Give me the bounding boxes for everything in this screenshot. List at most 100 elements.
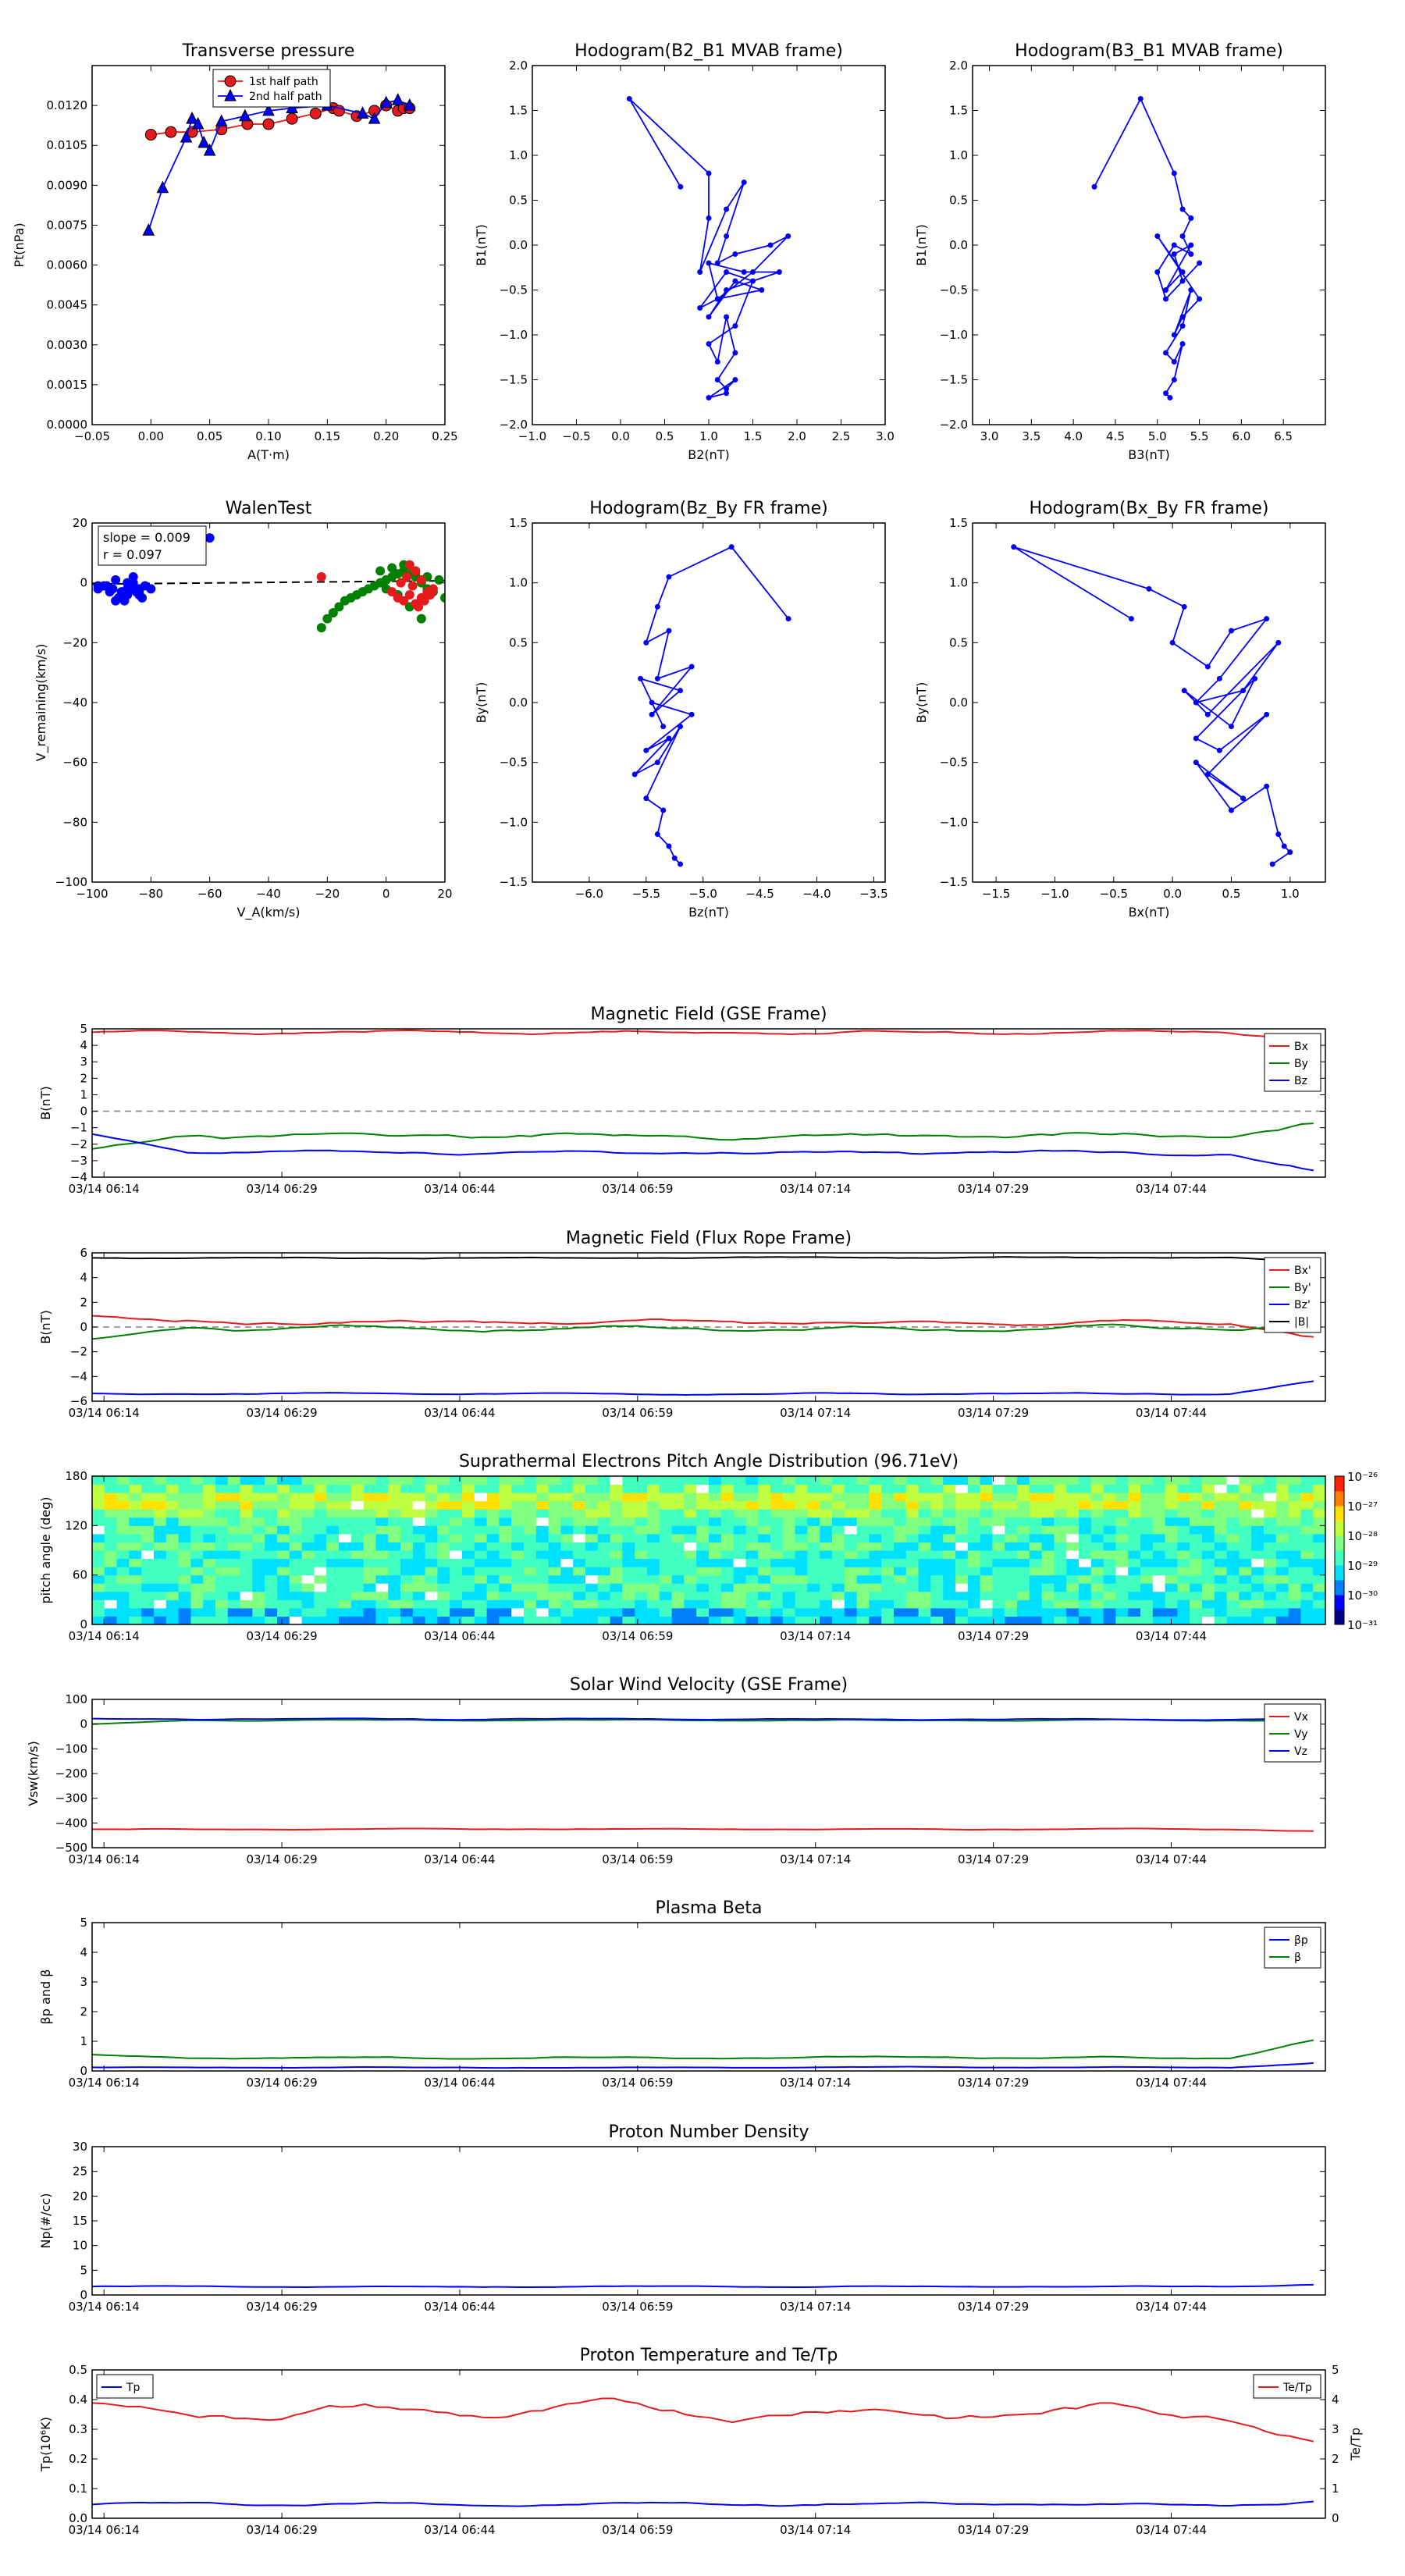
heatmap-cell xyxy=(326,1476,340,1485)
heatmap-cell xyxy=(1275,1616,1289,1624)
heatmap-cell xyxy=(92,1591,105,1600)
heatmap-cell xyxy=(1300,1558,1314,1567)
heatmap-cell xyxy=(758,1533,771,1542)
heatmap-cell xyxy=(499,1484,512,1493)
heatmap-cell xyxy=(339,1607,352,1617)
heatmap-cell xyxy=(425,1476,438,1485)
heatmap-cell xyxy=(1103,1533,1116,1542)
heatmap-cell xyxy=(104,1574,118,1584)
heatmap-cell xyxy=(165,1607,180,1617)
heatmap-cell xyxy=(1275,1542,1289,1551)
heatmap-cell xyxy=(745,1567,759,1576)
heatmap-cell xyxy=(1066,1476,1080,1485)
data-point xyxy=(1179,278,1186,284)
heatmap-cell xyxy=(548,1517,561,1526)
x-tick-label: 03/14 06:44 xyxy=(424,2076,495,2090)
heatmap-cell xyxy=(1079,1509,1092,1518)
colorbar-cell xyxy=(1335,1500,1344,1503)
heatmap-cell xyxy=(647,1567,660,1576)
y-tick-label: −2 xyxy=(70,1345,87,1359)
heatmap-cell xyxy=(535,1607,550,1617)
y-axis-label: Vsw(km/s) xyxy=(26,1741,41,1806)
colorbar-label: 10⁻³⁰ xyxy=(1347,1589,1378,1603)
heatmap-cell xyxy=(1177,1574,1190,1584)
heatmap-cell xyxy=(758,1574,771,1584)
heatmap-cell xyxy=(339,1517,352,1526)
heatmap-cell xyxy=(597,1567,611,1576)
x-tick-label: 03/14 06:44 xyxy=(424,1852,495,1866)
heatmap-cell xyxy=(659,1476,673,1485)
heatmap-cell xyxy=(980,1550,993,1560)
y-tick-label: 2.0 xyxy=(509,59,528,73)
heatmap-cell xyxy=(733,1500,746,1510)
heatmap-cell xyxy=(141,1567,155,1576)
data-point xyxy=(1179,341,1186,347)
heatmap-cell xyxy=(930,1591,944,1600)
y-tick-label: 0.0090 xyxy=(47,178,88,192)
heatmap-cell xyxy=(1090,1509,1104,1518)
heatmap-cell xyxy=(782,1484,796,1493)
heatmap-cell xyxy=(1177,1583,1190,1592)
heatmap-cell xyxy=(1177,1550,1190,1560)
data-point xyxy=(203,143,216,156)
heatmap-cell xyxy=(462,1599,475,1609)
heatmap-cell xyxy=(165,1550,180,1560)
heatmap-cell xyxy=(844,1517,858,1526)
heatmap-cell xyxy=(1214,1525,1228,1535)
heatmap-cell xyxy=(1041,1533,1055,1542)
heatmap-cell xyxy=(1128,1493,1141,1502)
heatmap-cell xyxy=(314,1550,327,1560)
heatmap-cell xyxy=(215,1591,229,1600)
heatmap-cell xyxy=(1226,1574,1240,1584)
heatmap-cell xyxy=(190,1533,204,1542)
heatmap-cell xyxy=(955,1583,969,1592)
heatmap-cell xyxy=(190,1509,204,1518)
heatmap-cell xyxy=(844,1599,858,1609)
heatmap-cell xyxy=(967,1583,981,1592)
data-point xyxy=(1240,688,1247,694)
heatmap-cell xyxy=(412,1599,426,1609)
heatmap-cell xyxy=(1054,1616,1067,1624)
heatmap-cell xyxy=(1005,1567,1018,1576)
series-line xyxy=(92,1315,1314,1338)
heatmap-cell xyxy=(450,1567,463,1576)
heatmap-cell xyxy=(671,1500,685,1510)
heatmap-cell xyxy=(499,1616,512,1624)
heatmap-cell xyxy=(610,1583,623,1592)
heatmap-cell xyxy=(597,1533,611,1542)
heatmap-cell xyxy=(141,1493,155,1502)
heatmap-cell xyxy=(918,1558,931,1567)
heatmap-cell xyxy=(535,1591,550,1600)
heatmap-cell xyxy=(560,1509,574,1518)
data-point xyxy=(156,180,169,194)
data-point xyxy=(1204,771,1211,777)
heatmap-cell xyxy=(1017,1550,1030,1560)
heatmap-cell xyxy=(1202,1476,1215,1485)
heatmap-cell xyxy=(647,1574,660,1584)
data-point xyxy=(750,278,756,284)
heatmap-cell xyxy=(807,1484,820,1493)
heatmap-cell xyxy=(412,1616,426,1624)
heatmap-cell xyxy=(1005,1517,1018,1526)
colorbar-cell xyxy=(1335,1488,1344,1492)
y-right-tick-label: 1 xyxy=(1332,2482,1339,2496)
data-point xyxy=(316,623,326,633)
heatmap-cell xyxy=(610,1599,623,1609)
heatmap-cell xyxy=(930,1558,944,1567)
data-point xyxy=(666,735,672,742)
heatmap-cell xyxy=(388,1493,401,1502)
heatmap-cell xyxy=(585,1476,599,1485)
heatmap-cell xyxy=(548,1591,561,1600)
heatmap-cell xyxy=(1079,1517,1092,1526)
heatmap-cell xyxy=(573,1509,586,1518)
heatmap-cell xyxy=(412,1542,426,1551)
heatmap-cell xyxy=(1300,1599,1314,1609)
heatmap-cell xyxy=(955,1567,969,1576)
heatmap-cell xyxy=(326,1493,340,1502)
heatmap-cell xyxy=(511,1525,525,1535)
data-point xyxy=(262,103,275,116)
heatmap-cell xyxy=(154,1542,167,1551)
data-point xyxy=(724,390,730,397)
heatmap-cell xyxy=(190,1558,204,1567)
heatmap-cell xyxy=(1239,1591,1252,1600)
